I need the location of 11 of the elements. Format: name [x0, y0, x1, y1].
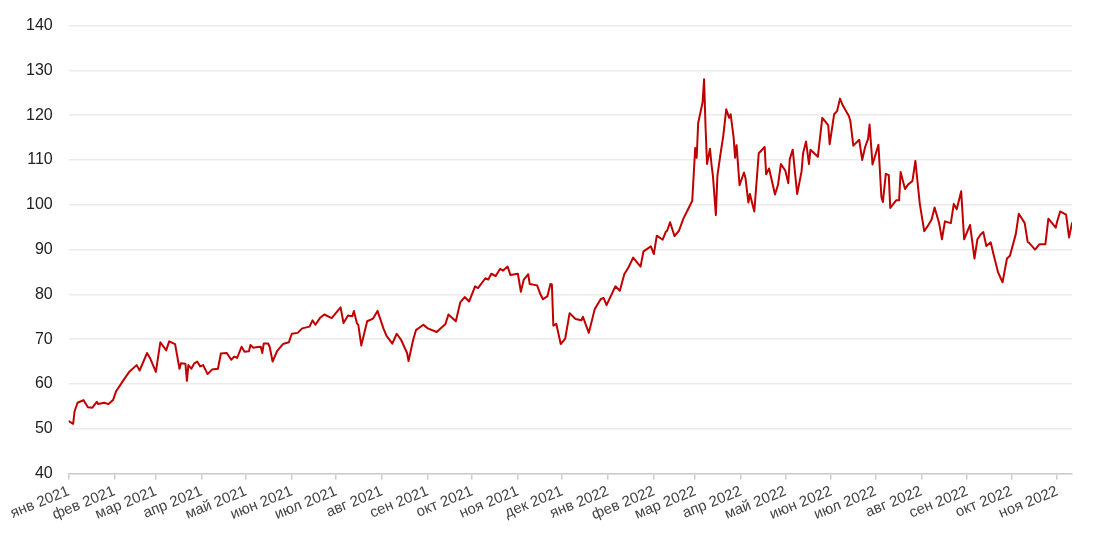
- y-tick-label: 140: [25, 16, 53, 34]
- y-tick-label: 50: [34, 419, 53, 437]
- y-tick-label: 110: [27, 150, 53, 168]
- y-tick-label: 40: [34, 463, 53, 481]
- y-tick-label: 60: [34, 374, 53, 392]
- y-tick-label: 100: [25, 195, 53, 213]
- y-tick-label: 80: [34, 284, 53, 302]
- y-tick-label: 120: [25, 105, 53, 123]
- y-tick-label: 130: [25, 60, 53, 78]
- y-tick-label: 70: [34, 329, 53, 347]
- y-tick-label: 90: [34, 239, 53, 257]
